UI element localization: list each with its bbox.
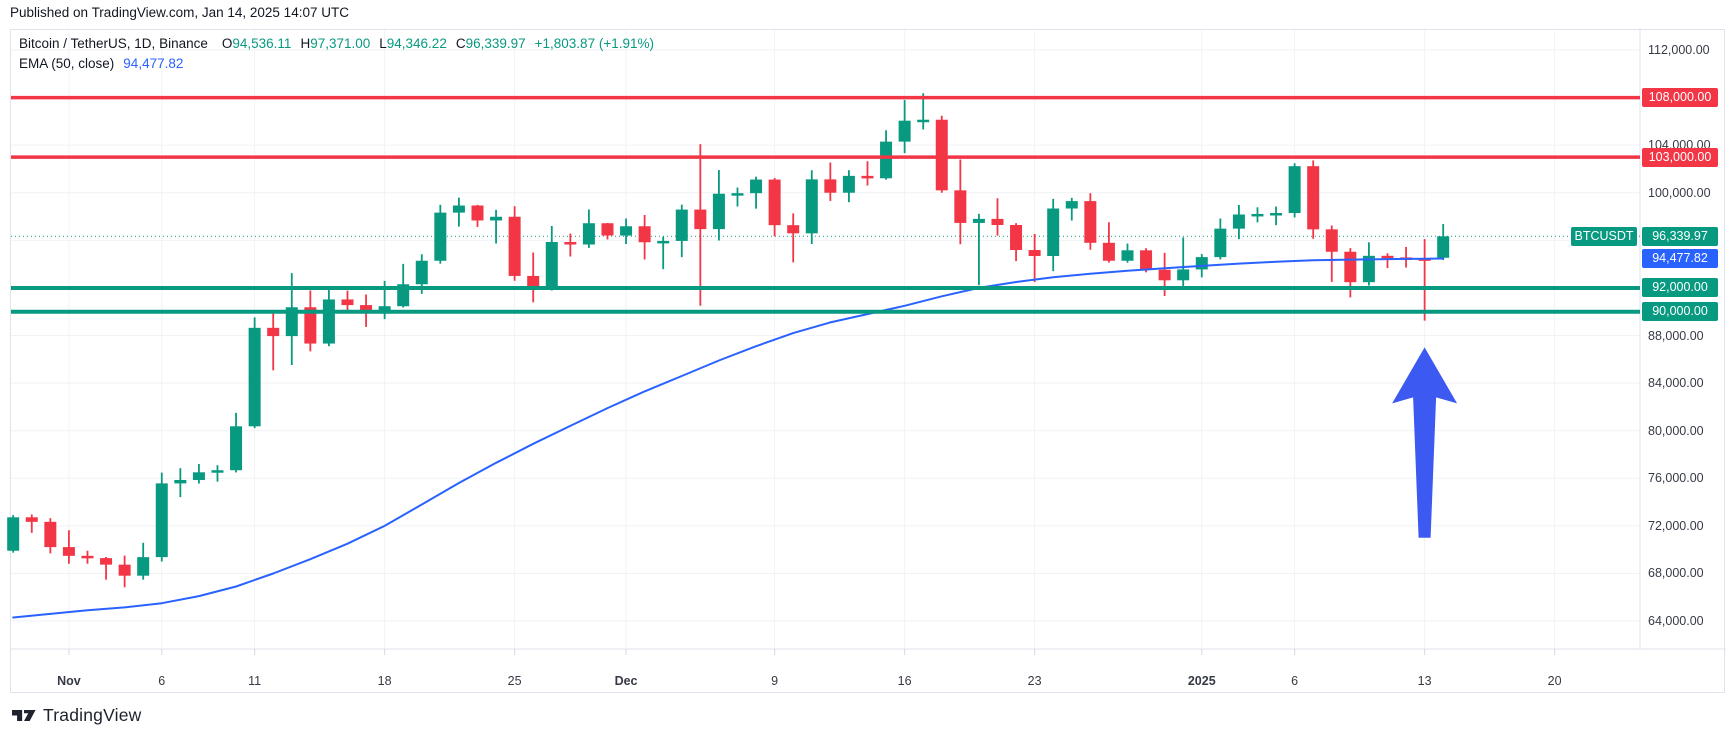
- time-axis-label: 23: [1027, 674, 1042, 688]
- tradingview-logo[interactable]: TradingView: [12, 705, 142, 726]
- time-axis-label: 20: [1547, 674, 1562, 688]
- price-axis-label: 88,000.00: [1648, 328, 1704, 343]
- ohlc-close: C96,339.97: [455, 36, 526, 51]
- time-axis-label: 18: [377, 674, 392, 688]
- level-tag-108000: 108,000.00: [1642, 88, 1718, 108]
- time-axis-label: Dec: [614, 674, 638, 688]
- legend: Bitcoin / TetherUS, 1D, Binance O94,536.1…: [19, 34, 654, 74]
- tradingview-logo-icon: [12, 709, 36, 722]
- price-axis-label: 72,000.00: [1648, 518, 1704, 533]
- time-axis-label: 16: [897, 674, 912, 688]
- ema-line[interactable]: [12, 257, 1445, 619]
- symbol-title[interactable]: Bitcoin / TetherUS, 1D, Binance: [19, 36, 208, 51]
- time-axis-label: 9: [771, 674, 779, 688]
- chart-frame: [10, 29, 1725, 693]
- published-bar: Published on TradingView.com, Jan 14, 20…: [10, 5, 349, 20]
- price-axis-label: 64,000.00: [1648, 614, 1704, 629]
- indicator-label[interactable]: EMA (50, close): [19, 56, 115, 71]
- price-axis-label: 68,000.00: [1648, 566, 1704, 581]
- time-axis-label: 13: [1417, 674, 1432, 688]
- price-axis-label: 76,000.00: [1648, 471, 1704, 486]
- time-axis-label: 6: [1291, 674, 1299, 688]
- indicator-value: 94,477.82: [123, 56, 184, 71]
- tradingview-logo-text: TradingView: [43, 705, 142, 725]
- legend-indicator-row: EMA (50, close) 94,477.82: [19, 54, 654, 74]
- time-axis-label: 11: [248, 674, 262, 688]
- up-arrow-drawing[interactable]: [1392, 347, 1458, 538]
- time-axis-label: 2025: [1187, 674, 1216, 688]
- ohlc-high: H97,371.00: [300, 36, 371, 51]
- price-axis-label: 100,000.00: [1648, 185, 1711, 200]
- time-axis-label: 25: [507, 674, 522, 688]
- candles-series: [7, 93, 1450, 588]
- price-axis-label: 84,000.00: [1648, 376, 1704, 391]
- symbol-tag: BTCUSDT: [1571, 226, 1637, 246]
- level-tag-92000: 92,000.00: [1642, 278, 1718, 298]
- axis-borders: [11, 28, 1726, 655]
- time-axis-label: Nov: [57, 674, 81, 688]
- price-axis-label: 80,000.00: [1648, 423, 1704, 438]
- ohlc-open: O94,536.11: [221, 36, 292, 51]
- level-tag-90000: 90,000.00: [1642, 302, 1718, 322]
- last-price-tag: 96,339.97: [1642, 226, 1718, 246]
- time-axis-label: 6: [158, 674, 166, 688]
- change-value: +1,803.87 (+1.91%): [534, 36, 654, 51]
- price-axis-label: 112,000.00: [1648, 43, 1710, 57]
- ema-price-tag: 94,477.82: [1642, 248, 1718, 268]
- ohlc-low: L94,346.22: [379, 36, 447, 51]
- level-tag-103000: 103,000.00: [1642, 147, 1718, 167]
- legend-symbol-row: Bitcoin / TetherUS, 1D, Binance O94,536.1…: [19, 34, 654, 54]
